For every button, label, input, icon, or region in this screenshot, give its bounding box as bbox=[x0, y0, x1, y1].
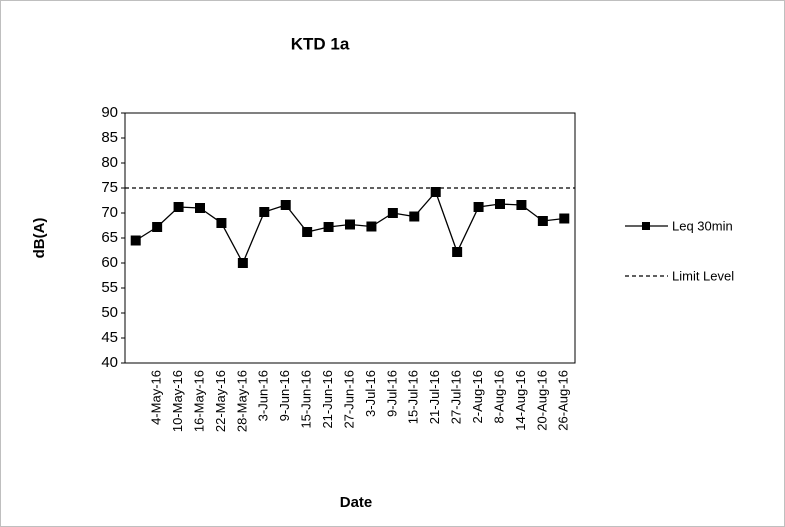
x-axis-label: Date bbox=[340, 494, 373, 511]
point-marker bbox=[452, 247, 463, 257]
x-tick-label: 16-May-16 bbox=[191, 370, 206, 432]
point-marker bbox=[173, 202, 184, 212]
x-tick-label: 26-Aug-16 bbox=[556, 370, 571, 431]
point-marker bbox=[323, 222, 334, 232]
y-tick-label: 55 bbox=[101, 279, 118, 296]
y-axis-label: dB(A) bbox=[31, 218, 48, 259]
x-tick-label: 21-Jul-16 bbox=[427, 370, 442, 424]
point-marker bbox=[216, 218, 227, 228]
x-tick-label: 9-Jul-16 bbox=[384, 370, 399, 417]
x-tick-label: 10-May-16 bbox=[170, 370, 185, 432]
point-marker bbox=[559, 213, 570, 224]
y-tick-label: 75 bbox=[101, 179, 118, 196]
x-tick-label: 15-Jul-16 bbox=[406, 370, 421, 424]
x-tick-label: 3-Jun-16 bbox=[256, 370, 271, 421]
y-tick-label: 45 bbox=[101, 329, 118, 346]
x-tick-label: 21-Jun-16 bbox=[320, 370, 335, 429]
y-tick-label: 60 bbox=[101, 254, 118, 271]
point-marker bbox=[473, 202, 484, 212]
x-tick-label: 8-Aug-16 bbox=[491, 370, 506, 423]
y-tick-label: 50 bbox=[101, 304, 118, 321]
point-marker bbox=[195, 203, 205, 213]
x-tick-label: 27-Jul-16 bbox=[449, 370, 464, 424]
point-marker bbox=[130, 235, 141, 246]
x-tick-label: 22-May-16 bbox=[213, 370, 228, 432]
y-tick-label: 65 bbox=[101, 229, 118, 246]
y-tick-label: 70 bbox=[101, 204, 118, 221]
point-marker bbox=[409, 211, 420, 222]
x-tick-label: 28-May-16 bbox=[234, 370, 249, 432]
point-marker bbox=[387, 208, 398, 218]
point-marker bbox=[516, 200, 527, 210]
x-tick-label: 3-Jul-16 bbox=[363, 370, 378, 417]
x-tick-label: 9-Jun-16 bbox=[277, 370, 292, 421]
point-marker bbox=[237, 258, 248, 268]
legend-label: Limit Level bbox=[672, 268, 734, 283]
point-marker bbox=[345, 219, 355, 230]
x-tick-label: 14-Aug-16 bbox=[513, 370, 528, 431]
point-marker bbox=[495, 199, 505, 209]
x-tick-label: 20-Aug-16 bbox=[534, 370, 549, 431]
point-marker bbox=[152, 222, 163, 232]
legend-marker bbox=[642, 222, 650, 230]
point-marker bbox=[259, 207, 270, 217]
y-tick-label: 40 bbox=[101, 354, 118, 371]
point-marker bbox=[430, 187, 441, 197]
y-tick-label: 85 bbox=[101, 129, 118, 146]
point-marker bbox=[302, 227, 313, 237]
x-tick-label: 15-Jun-16 bbox=[299, 370, 314, 429]
y-tick-label: 80 bbox=[101, 154, 118, 171]
x-tick-label: 4-May-16 bbox=[149, 370, 164, 425]
point-marker bbox=[537, 216, 548, 226]
point-marker bbox=[366, 221, 377, 232]
legend-label: Leq 30min bbox=[672, 218, 733, 233]
x-tick-label: 27-Jun-16 bbox=[341, 370, 356, 429]
x-tick-label: 2-Aug-16 bbox=[470, 370, 485, 423]
chart-title: KTD 1a bbox=[291, 34, 350, 53]
point-marker bbox=[280, 200, 291, 210]
y-tick-label: 90 bbox=[101, 104, 118, 121]
